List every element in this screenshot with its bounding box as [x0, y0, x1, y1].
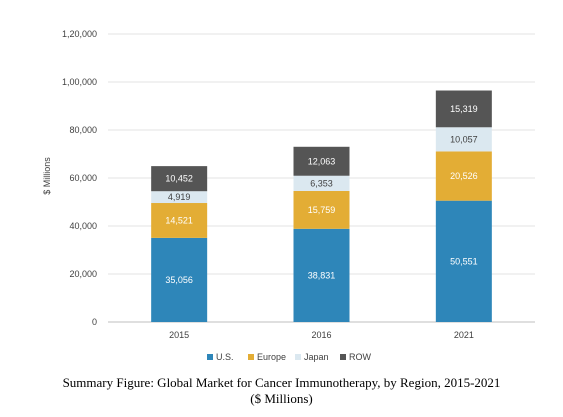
- data-label: 15,319: [450, 104, 478, 114]
- figure-caption: Summary Figure: Global Market for Cancer…: [62, 375, 501, 390]
- x-tick-label: 2016: [311, 330, 331, 340]
- x-tick-label: 2021: [454, 330, 474, 340]
- bar-segment-row: [435, 90, 492, 128]
- data-label: 20,526: [450, 171, 478, 181]
- legend-item-row: ROW: [340, 352, 372, 362]
- legend-label: U.S.: [216, 352, 234, 362]
- legend-swatch: [295, 354, 301, 360]
- bar-segment-us: [151, 237, 208, 322]
- bar-stacks: 35,056 14,521 4,919 10,452 38,831 15,759 6,353…: [151, 90, 492, 322]
- legend-label: ROW: [349, 352, 372, 362]
- bar-segment-europe: [293, 190, 350, 229]
- data-label: 12,063: [308, 156, 336, 166]
- y-tick-label: 1,20,000: [62, 29, 97, 39]
- y-tick-label: 20,000: [69, 269, 97, 279]
- legend-swatch: [340, 354, 346, 360]
- legend-item-japan: Japan: [295, 352, 329, 362]
- data-label: 15,759: [308, 205, 336, 215]
- legend: U.S. Europe Japan ROW: [207, 352, 372, 362]
- data-label: 6,353: [310, 178, 333, 188]
- figure-caption-units: ($ Millions): [250, 391, 313, 406]
- bar-segment-japan: [293, 175, 350, 191]
- bar-stack-2021: 50,551 20,526 10,057 15,319: [435, 90, 492, 322]
- y-axis-title: $ Millions: [42, 157, 52, 195]
- stacked-bar-chart: 0 20,000 40,000 60,000 80,000 1,00,000 1,20,00…: [42, 29, 535, 362]
- legend-item-us: U.S.: [207, 352, 234, 362]
- data-label: 35,056: [165, 275, 193, 285]
- x-tick-label: 2015: [169, 330, 189, 340]
- x-axis-tick-labels: 2015 2016 2021: [169, 330, 474, 340]
- data-label: 10,057: [450, 134, 478, 144]
- y-tick-label: 1,00,000: [62, 77, 97, 87]
- bar-segment-japan: [151, 191, 208, 204]
- data-label: 10,452: [165, 174, 193, 184]
- legend-item-europe: Europe: [248, 352, 286, 362]
- bar-segment-us: [435, 200, 492, 322]
- data-label: 4,919: [168, 192, 191, 202]
- y-axis-tick-labels: 0 20,000 40,000 60,000 80,000 1,00,000 1,20,00…: [62, 29, 97, 327]
- bar-segment-europe: [151, 203, 208, 238]
- data-label: 38,831: [308, 270, 336, 280]
- bar-segment-japan: [435, 127, 492, 152]
- y-tick-label: 0: [92, 317, 97, 327]
- legend-label: Europe: [257, 352, 286, 362]
- data-label: 14,521: [165, 215, 193, 225]
- bar-segment-europe: [435, 151, 492, 201]
- bar-segment-row: [293, 146, 350, 176]
- y-tick-label: 40,000: [69, 221, 97, 231]
- y-tick-label: 80,000: [69, 125, 97, 135]
- bar-segment-row: [151, 166, 208, 192]
- legend-swatch: [248, 354, 254, 360]
- legend-swatch: [207, 354, 213, 360]
- bar-stack-2015: 35,056 14,521 4,919 10,452: [151, 166, 208, 322]
- legend-label: Japan: [304, 352, 329, 362]
- bar-segment-us: [293, 228, 350, 322]
- data-label: 50,551: [450, 256, 478, 266]
- bar-stack-2016: 38,831 15,759 6,353 12,063: [293, 146, 350, 322]
- y-tick-label: 60,000: [69, 173, 97, 183]
